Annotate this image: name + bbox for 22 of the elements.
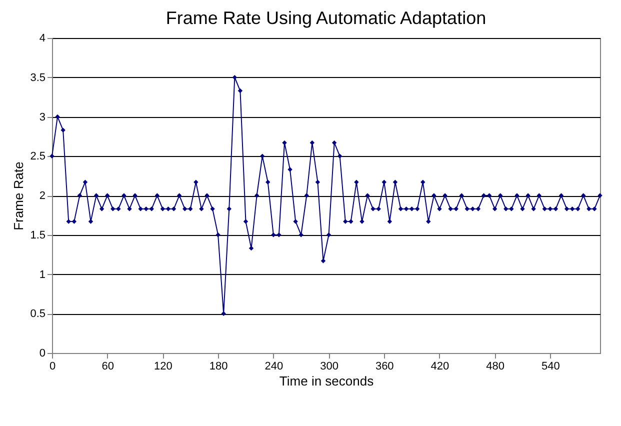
y-tick-label: 3.5	[30, 72, 46, 84]
x-tick-label: 480	[486, 360, 505, 372]
x-tick-label: 540	[542, 360, 560, 372]
x-tick-label: 0	[49, 360, 56, 372]
x-tick-label: 300	[320, 360, 338, 372]
y-tick-label: 2.5	[30, 150, 46, 163]
y-tick-label: 1	[39, 268, 46, 281]
y-tick-label: 0	[39, 348, 46, 360]
x-tick-label: 180	[209, 360, 228, 372]
x-tick-label: 360	[375, 360, 394, 372]
y-axis-title: Frame Rate	[11, 162, 26, 230]
y-tick-label: 4	[39, 32, 46, 44]
y-tick-label: 1.5	[30, 229, 46, 242]
x-tick-label: 420	[430, 360, 450, 372]
x-tick-label: 240	[264, 360, 284, 372]
x-axis-title: Time in seconds	[279, 374, 374, 388]
x-tick-label: 60	[102, 360, 114, 372]
chart-title: Frame Rate Using Automatic Adaptation	[166, 8, 486, 28]
x-tick-label: 120	[154, 360, 172, 372]
y-tick-label: 0.5	[30, 308, 46, 320]
y-tick-label: 3	[39, 111, 46, 124]
y-tick-label: 2	[39, 190, 46, 202]
